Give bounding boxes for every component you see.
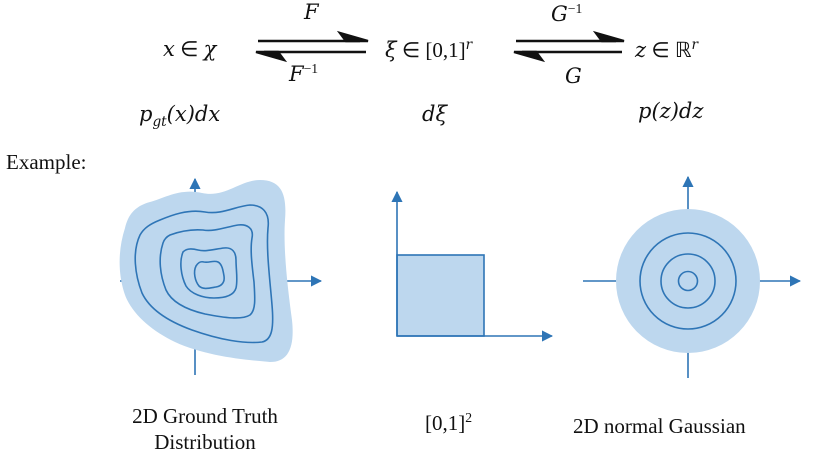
var-xi: ξ [385, 38, 397, 62]
set-real: ℝ [674, 38, 692, 62]
gauss-contour-3 [677, 270, 699, 292]
map-F-inverse-label: F−1 [289, 62, 318, 85]
caption-ground-truth-line1: 2D Ground Truth [132, 404, 278, 428]
map-F-text: F [304, 0, 319, 24]
in-symbol: ∈ [396, 38, 426, 62]
measure-pgt: pgt(x)dx [139, 104, 220, 130]
exponent-r: r [465, 37, 473, 53]
measure-pz: p(z)dz [638, 101, 703, 122]
exponent-r: r [691, 37, 699, 53]
gt-contour-2 [159, 224, 256, 319]
arrows-Ginv-G [513, 30, 625, 63]
measure-x-dx: (x)dx [166, 102, 221, 126]
map-F-inv-base: F [289, 62, 304, 86]
measure-dxi-text: dξ [422, 102, 448, 126]
in-symbol: ∈ [174, 37, 204, 61]
gt-contour-3 [180, 247, 238, 299]
caption-gaussian: 2D normal Gaussian [573, 413, 746, 439]
arrow-G-inv-head [592, 30, 625, 43]
map-F-inv-exponent: −1 [303, 61, 319, 76]
gauss-contour-2 [660, 253, 716, 309]
space-xi-in-unit-cube: ξ ∈ [0,1]r [385, 37, 473, 62]
example-label: Example: [6, 150, 87, 174]
set-chi: χ [203, 37, 217, 61]
set-unit-interval: [0,1] [425, 38, 466, 62]
gauss-contour-1 [639, 232, 737, 330]
arrows-F-Finv [255, 30, 369, 63]
measure-dxi: dξ [422, 104, 447, 125]
map-F-label: F [304, 2, 319, 23]
space-x-in-chi: x ∈ χ [163, 39, 216, 60]
measure-subscript-gt: gt [152, 114, 167, 131]
var-z: z [635, 38, 647, 62]
caption-unit-square-base: [0,1] [425, 411, 466, 435]
map-G-label: G [565, 66, 582, 87]
map-G-text: G [565, 64, 582, 88]
map-G-inv-base: G [551, 2, 568, 26]
caption-unit-square-exponent: 2 [465, 410, 473, 425]
arrow-F-inv-head [255, 50, 288, 63]
caption-gaussian-text: 2D normal Gaussian [573, 414, 746, 438]
arrow-G-head [513, 50, 546, 63]
in-symbol: ∈ [646, 38, 675, 62]
caption-unit-square: [0,1]2 [425, 409, 472, 436]
gaussian-diagram [583, 175, 802, 378]
measure-pz-text: p(z)dz [638, 99, 704, 123]
map-G-inv-exponent: −1 [567, 1, 583, 16]
unit-square [396, 254, 485, 337]
measure-p: p [139, 102, 153, 126]
gt-contour-1 [134, 204, 274, 344]
caption-ground-truth: 2D Ground Truth Distribution [95, 403, 315, 456]
space-z-in-Rr: z ∈ ℝr [635, 37, 699, 62]
map-G-inverse-label: G−1 [551, 2, 582, 25]
caption-ground-truth-line2: Distribution [154, 430, 256, 455]
gauss-density-disk [616, 209, 760, 353]
unit-square-diagram [391, 190, 554, 342]
var-x: x [163, 37, 175, 61]
arrow-F-head [336, 30, 369, 43]
gt-contour-4 [193, 260, 225, 290]
ground-truth-diagram [119, 177, 323, 375]
